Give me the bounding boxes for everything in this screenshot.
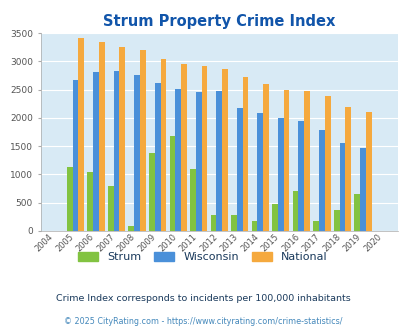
- Bar: [169, 136, 175, 231]
- Bar: [359, 148, 365, 231]
- Bar: [149, 153, 154, 231]
- Bar: [222, 69, 227, 231]
- Bar: [251, 220, 257, 231]
- Bar: [298, 121, 303, 231]
- Bar: [292, 191, 298, 231]
- Bar: [339, 143, 345, 231]
- Bar: [210, 214, 216, 231]
- Bar: [230, 214, 236, 231]
- Bar: [128, 226, 134, 231]
- Bar: [318, 130, 324, 231]
- Bar: [271, 204, 277, 231]
- Bar: [78, 38, 84, 231]
- Bar: [277, 118, 283, 231]
- Bar: [313, 220, 318, 231]
- Bar: [195, 92, 201, 231]
- Bar: [333, 210, 339, 231]
- Bar: [99, 42, 104, 231]
- Bar: [93, 72, 99, 231]
- Bar: [365, 112, 371, 231]
- Bar: [134, 76, 140, 231]
- Bar: [113, 71, 119, 231]
- Bar: [175, 89, 181, 231]
- Bar: [324, 96, 330, 231]
- Bar: [190, 169, 195, 231]
- Bar: [67, 167, 72, 231]
- Bar: [119, 47, 125, 231]
- Bar: [242, 77, 248, 231]
- Bar: [72, 80, 78, 231]
- Bar: [262, 84, 268, 231]
- Bar: [283, 89, 289, 231]
- Bar: [87, 172, 93, 231]
- Text: Crime Index corresponds to incidents per 100,000 inhabitants: Crime Index corresponds to incidents per…: [55, 294, 350, 303]
- Bar: [354, 194, 359, 231]
- Bar: [201, 66, 207, 231]
- Bar: [181, 64, 186, 231]
- Bar: [345, 107, 350, 231]
- Bar: [108, 186, 113, 231]
- Bar: [303, 91, 309, 231]
- Title: Strum Property Crime Index: Strum Property Crime Index: [103, 14, 335, 29]
- Bar: [140, 50, 145, 231]
- Bar: [160, 59, 166, 231]
- Bar: [216, 91, 222, 231]
- Bar: [154, 83, 160, 231]
- Text: © 2025 CityRating.com - https://www.cityrating.com/crime-statistics/: © 2025 CityRating.com - https://www.city…: [64, 317, 341, 326]
- Bar: [236, 108, 242, 231]
- Legend: Strum, Wisconsin, National: Strum, Wisconsin, National: [74, 248, 331, 267]
- Bar: [257, 113, 262, 231]
